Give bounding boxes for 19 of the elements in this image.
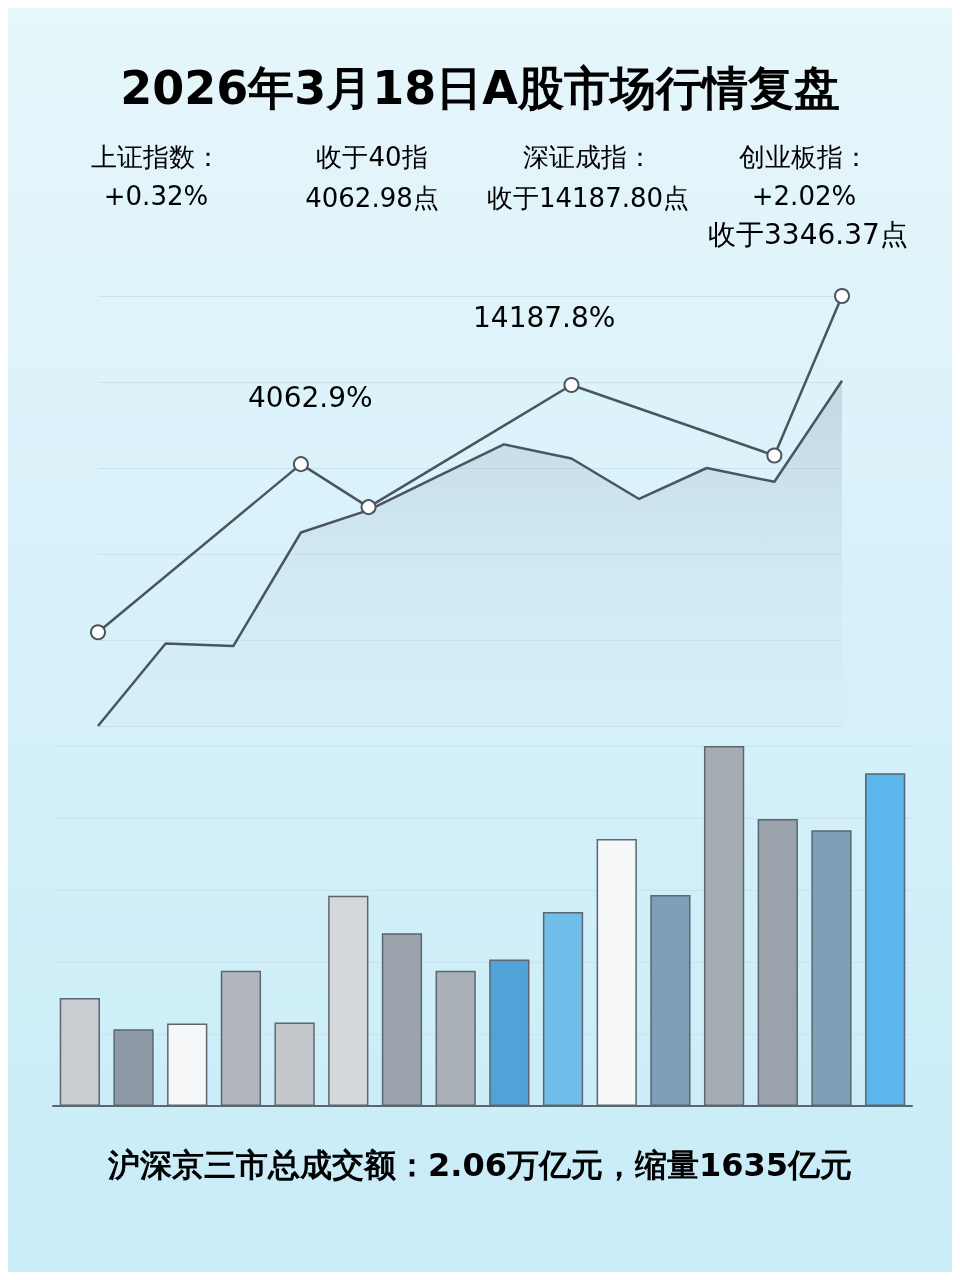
text: 4062.98点 (304, 182, 440, 215)
text: 上证指数： (90, 141, 222, 174)
text: +2.02% (750, 181, 858, 213)
point (360, 499, 377, 516)
text: 收于40指 (315, 141, 429, 174)
point (766, 447, 783, 464)
annotation: 14187.8% (473, 301, 616, 334)
chart-title: 2026年3月18日A股市场行情复盘 (119, 60, 841, 117)
text: 创业板指： (738, 141, 870, 174)
point (90, 624, 106, 641)
point (292, 456, 309, 473)
text: 收于14187.80点 (485, 182, 691, 215)
text: +0.32% (102, 181, 210, 213)
text: 深证成指： (522, 141, 654, 174)
annotation: 4062.9% (248, 381, 373, 414)
point (834, 288, 850, 304)
point (563, 377, 580, 394)
text: 沪深京三市总成交额：2.06万亿元，缩量1635亿元 (107, 1145, 853, 1186)
text: 收于3346.37点 (708, 217, 908, 253)
